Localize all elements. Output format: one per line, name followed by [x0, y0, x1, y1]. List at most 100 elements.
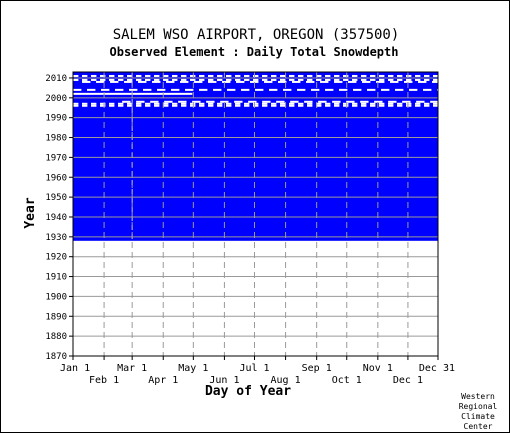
missing-segment — [185, 88, 194, 91]
missing-segment — [208, 74, 214, 77]
y-tick-label: 2000 — [45, 94, 67, 104]
missing-segment — [127, 104, 133, 107]
y-tick-label: 1880 — [45, 332, 67, 342]
missing-segment — [352, 102, 358, 105]
missing-row — [73, 92, 193, 95]
missing-segment — [109, 74, 115, 77]
missing-segment — [348, 80, 357, 83]
missing-segment — [352, 78, 358, 81]
missing-segment — [145, 104, 151, 107]
missing-segment — [334, 80, 343, 83]
missing-segment — [190, 78, 196, 81]
missing-segment — [406, 74, 412, 77]
x-tick-label: Jun 1 — [209, 375, 239, 386]
missing-segment — [255, 88, 264, 91]
x-tick-label: Aug 1 — [271, 375, 301, 386]
x-tick-label: Dec 1 — [393, 375, 423, 386]
missing-segment — [433, 102, 438, 105]
missing-segment — [334, 102, 340, 105]
missing-segment — [136, 102, 142, 105]
missing-segment — [316, 78, 322, 81]
y-tick-label: 1890 — [45, 312, 67, 322]
missing-segment — [136, 78, 142, 81]
missing-segment — [217, 102, 223, 105]
missing-segment — [424, 104, 430, 107]
missing-segment — [306, 80, 315, 83]
missing-segment — [362, 80, 371, 83]
x-tick-label: Dec 31 — [419, 363, 455, 374]
missing-segment — [388, 78, 394, 81]
y-tick-label: 1870 — [45, 352, 67, 362]
missing-segment — [367, 88, 376, 91]
missing-segment — [190, 102, 196, 105]
missing-segment — [325, 88, 334, 91]
missing-segment — [325, 104, 331, 107]
missing-segment — [163, 78, 169, 81]
missing-segment — [241, 88, 250, 91]
missing-segment — [262, 100, 271, 103]
missing-segment — [82, 104, 88, 107]
missing-segment — [415, 74, 421, 77]
missing-segment — [278, 80, 287, 83]
missing-segment — [109, 102, 115, 105]
missing-segment — [424, 74, 430, 77]
missing-segment — [172, 104, 178, 107]
x-axis-label: Day of Year — [205, 384, 291, 399]
x-tick-label: Jan 1 — [60, 363, 90, 374]
missing-segment — [271, 78, 277, 81]
missing-segment — [136, 74, 142, 77]
missing-segment — [253, 74, 259, 77]
missing-segment — [244, 104, 250, 107]
missing-segment — [118, 102, 124, 105]
missing-segment — [118, 104, 124, 107]
missing-segment — [381, 88, 390, 91]
missing-segment — [334, 78, 340, 81]
missing-segment — [122, 100, 131, 103]
missing-segment — [192, 100, 201, 103]
missing-segment — [109, 104, 115, 107]
missing-segment — [222, 80, 231, 83]
missing-segment — [298, 104, 304, 107]
missing-segment — [199, 74, 205, 77]
missing-segment — [172, 102, 178, 105]
missing-segment — [430, 100, 438, 103]
missing-segment — [100, 102, 106, 105]
missing-segment — [264, 80, 273, 83]
missing-segment — [118, 78, 124, 81]
missing-segment — [87, 88, 96, 91]
missing-segment — [178, 100, 187, 103]
missing-segment — [100, 104, 106, 107]
missing-segment — [433, 74, 438, 77]
missing-segment — [244, 78, 250, 81]
missing-segment — [271, 104, 277, 107]
missing-segment — [217, 104, 223, 107]
plot-border — [72, 71, 439, 357]
missing-segment — [343, 78, 349, 81]
missing-segment — [181, 74, 187, 77]
missing-segment — [217, 74, 223, 77]
missing-segment — [206, 100, 215, 103]
missing-segment — [298, 102, 304, 105]
missing-segment — [82, 102, 88, 105]
missing-segment — [91, 78, 97, 81]
y-tick-label: 1990 — [45, 114, 67, 124]
missing-segment — [334, 104, 340, 107]
missing-segment — [402, 100, 411, 103]
missing-segment — [73, 102, 79, 105]
missing-segment — [234, 100, 243, 103]
missing-segment — [262, 74, 268, 77]
y-tick-label: 1910 — [45, 273, 67, 283]
missing-segment — [154, 104, 160, 107]
missing-segment — [136, 100, 145, 103]
missing-segment — [235, 78, 241, 81]
missing-segment — [253, 102, 259, 105]
missing-segment — [370, 78, 376, 81]
missing-segment — [316, 74, 322, 77]
missing-segment — [346, 100, 355, 103]
plot-area — [73, 72, 438, 241]
missing-segment — [190, 74, 196, 77]
missing-segment — [370, 102, 376, 105]
missing-segment — [250, 80, 259, 83]
y-axis-label: Year — [23, 197, 38, 228]
missing-segment — [370, 74, 376, 77]
